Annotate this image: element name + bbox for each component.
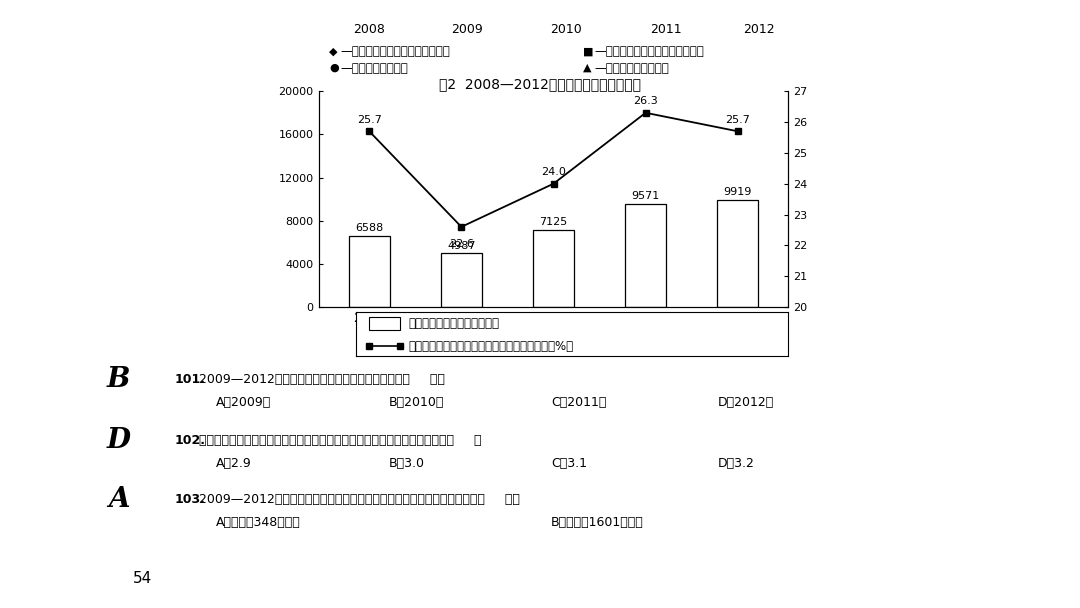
- Text: C．3.1: C．3.1: [551, 457, 586, 470]
- Text: 6588: 6588: [355, 223, 383, 233]
- Text: 25.7: 25.7: [356, 114, 381, 125]
- Text: —石油消耗量（亿吨）: —石油消耗量（亿吨）: [594, 61, 669, 75]
- Text: 图2  2008—2012年全国矿产品进出口情况: 图2 2008—2012年全国矿产品进出口情况: [438, 77, 642, 91]
- Text: 9571: 9571: [632, 191, 660, 201]
- Bar: [441, 253, 482, 307]
- Text: B: B: [107, 366, 131, 393]
- Text: —一次能源消耗量（亿吨标准煤）: —一次能源消耗量（亿吨标准煤）: [594, 45, 704, 58]
- Text: A．2.9: A．2.9: [216, 457, 252, 470]
- Text: D．3.2: D．3.2: [718, 457, 755, 470]
- Text: 图中一次能源消耗量与生产量差値最大的一年，该差値为多少亿吨标准煤？（     ）: 图中一次能源消耗量与生产量差値最大的一年，该差値为多少亿吨标准煤？（ ）: [199, 434, 482, 447]
- Text: 9919: 9919: [724, 187, 752, 198]
- Text: 4987: 4987: [447, 241, 475, 250]
- Text: 103.: 103.: [175, 493, 206, 506]
- Text: 2009—2012年间一次能源生产量增速最快的一年是（     ）。: 2009—2012年间一次能源生产量增速最快的一年是（ ）。: [199, 373, 445, 386]
- Text: 矿产品进出口总额占全国商品进出口总额比重（%）: 矿产品进出口总额占全国商品进出口总额比重（%）: [408, 339, 573, 353]
- Text: 101.: 101.: [175, 373, 206, 386]
- Bar: [349, 236, 390, 307]
- Bar: [369, 317, 400, 330]
- Text: 2010: 2010: [550, 22, 582, 36]
- Text: B．下降了1601亿美元: B．下降了1601亿美元: [551, 516, 644, 530]
- Text: 26.3: 26.3: [633, 96, 658, 106]
- Bar: [717, 200, 758, 307]
- Text: A: A: [108, 486, 130, 513]
- Text: 22.6: 22.6: [449, 238, 474, 249]
- Text: 102.: 102.: [175, 434, 206, 447]
- Text: ●: ●: [329, 63, 339, 73]
- Text: 2009: 2009: [450, 22, 483, 36]
- Text: —一次能源生产量（亿吨标准煤）: —一次能源生产量（亿吨标准煤）: [340, 45, 450, 58]
- Text: ■: ■: [583, 47, 594, 57]
- Text: 25.7: 25.7: [726, 114, 751, 125]
- Text: 2012: 2012: [743, 22, 775, 36]
- Text: D．2012年: D．2012年: [718, 396, 774, 409]
- Text: —石油产量（亿吨）: —石油产量（亿吨）: [340, 61, 408, 75]
- Text: D: D: [107, 427, 131, 454]
- Text: 矿产品进出口总额（亿美元）: 矿产品进出口总额（亿美元）: [408, 317, 499, 330]
- Text: C．2011年: C．2011年: [551, 396, 606, 409]
- Bar: [532, 230, 575, 307]
- Text: 7125: 7125: [539, 218, 568, 227]
- Text: ▲: ▲: [583, 63, 592, 73]
- Text: 54: 54: [133, 572, 152, 586]
- Text: 2011: 2011: [650, 22, 683, 36]
- Text: B．3.0: B．3.0: [389, 457, 424, 470]
- Text: 2008: 2008: [353, 22, 386, 36]
- Text: ◆: ◆: [329, 47, 338, 57]
- Text: 24.0: 24.0: [541, 167, 566, 177]
- Text: A．上升了348亿美元: A．上升了348亿美元: [216, 516, 300, 530]
- Text: 2009—2012年间全国商品进出口总额最高年份，矿产品进出口总额比上年（     ）。: 2009—2012年间全国商品进出口总额最高年份，矿产品进出口总额比上年（ ）。: [199, 493, 519, 506]
- Bar: [625, 204, 666, 307]
- Text: B．2010年: B．2010年: [389, 396, 444, 409]
- Text: A．2009年: A．2009年: [216, 396, 271, 409]
